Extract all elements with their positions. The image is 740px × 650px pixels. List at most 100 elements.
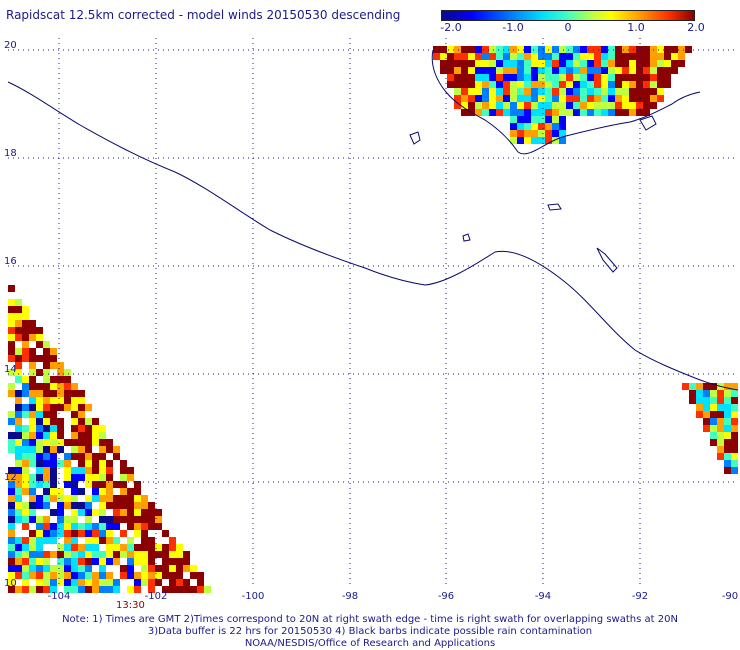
swath-cell bbox=[475, 53, 482, 60]
swath-cell bbox=[43, 348, 50, 355]
swath-cell bbox=[657, 95, 664, 102]
swath-cell bbox=[29, 432, 36, 439]
swath-cell bbox=[538, 53, 545, 60]
swath-cell bbox=[615, 74, 622, 81]
swath-cell bbox=[78, 474, 85, 481]
swath-cell bbox=[43, 446, 50, 453]
swath-cell bbox=[710, 397, 717, 404]
swath-cell bbox=[134, 516, 141, 523]
swath-cell bbox=[8, 488, 15, 495]
swath-cell bbox=[43, 425, 50, 432]
swath-cell bbox=[71, 432, 78, 439]
lat-label: 18 bbox=[4, 148, 17, 159]
swath-cell bbox=[622, 95, 629, 102]
swath-cell bbox=[594, 102, 601, 109]
swath-cell bbox=[601, 95, 608, 102]
swath-cell bbox=[22, 544, 29, 551]
swath-cell bbox=[531, 67, 538, 74]
swath-cell bbox=[99, 460, 106, 467]
swath-cell bbox=[36, 404, 43, 411]
swath-cell bbox=[689, 390, 696, 397]
colorbar bbox=[441, 10, 695, 21]
swath-cell bbox=[148, 516, 155, 523]
swath-cell bbox=[636, 109, 643, 116]
swath-cell bbox=[496, 102, 503, 109]
swath-cell bbox=[29, 383, 36, 390]
swath-cell bbox=[503, 46, 510, 53]
swath-cell bbox=[43, 411, 50, 418]
swath-cell bbox=[57, 362, 64, 369]
swath-cell bbox=[64, 376, 71, 383]
swath-cell bbox=[559, 53, 566, 60]
swath-cell bbox=[113, 551, 120, 558]
swath-cell bbox=[29, 327, 36, 334]
swath-cell bbox=[643, 102, 650, 109]
swath-cell bbox=[57, 579, 64, 586]
swath-cell bbox=[92, 551, 99, 558]
swath-cell bbox=[15, 509, 22, 516]
swath-cell bbox=[78, 432, 85, 439]
swath-cell bbox=[8, 327, 15, 334]
swath-cell bbox=[113, 523, 120, 530]
swath-cell bbox=[580, 74, 587, 81]
swath-cell bbox=[127, 516, 134, 523]
swath-cell bbox=[615, 102, 622, 109]
swath-cell bbox=[524, 46, 531, 53]
swath-cell bbox=[113, 509, 120, 516]
swath-cell bbox=[629, 81, 636, 88]
swath-cell bbox=[169, 572, 176, 579]
swath-cell bbox=[78, 509, 85, 516]
swath-cell bbox=[64, 467, 71, 474]
swath-cell bbox=[510, 116, 517, 123]
swath-cell bbox=[85, 495, 92, 502]
swath-cell bbox=[608, 53, 615, 60]
swath-cell bbox=[482, 53, 489, 60]
swath-cell bbox=[657, 67, 664, 74]
swath-cell bbox=[489, 60, 496, 67]
swath-cell bbox=[22, 425, 29, 432]
swath-cell bbox=[594, 95, 601, 102]
swath-cell bbox=[92, 481, 99, 488]
swath-cell bbox=[36, 523, 43, 530]
swath-cell bbox=[162, 530, 169, 537]
swath-cell bbox=[64, 474, 71, 481]
swath-cell bbox=[601, 74, 608, 81]
swath-cell bbox=[113, 586, 120, 593]
swath-cell bbox=[580, 88, 587, 95]
swath-cell bbox=[134, 481, 141, 488]
swath-cell bbox=[15, 474, 22, 481]
swath-cell bbox=[71, 544, 78, 551]
swath-cell bbox=[643, 67, 650, 74]
swath-cell bbox=[71, 572, 78, 579]
swath-cell bbox=[538, 60, 545, 67]
swath-cell bbox=[724, 425, 731, 432]
swath-cell bbox=[643, 81, 650, 88]
lat-label: 10 bbox=[4, 578, 17, 589]
swath-cell bbox=[717, 453, 724, 460]
swath-cell bbox=[43, 558, 50, 565]
swath-cell bbox=[447, 74, 454, 81]
swath-cell bbox=[608, 102, 615, 109]
swath-cell bbox=[85, 509, 92, 516]
swath-cell bbox=[573, 102, 580, 109]
lon-label: -96 bbox=[437, 591, 455, 602]
swath-cell bbox=[447, 67, 454, 74]
swath-cell bbox=[587, 53, 594, 60]
swath-cell bbox=[36, 453, 43, 460]
swath-cell bbox=[724, 460, 731, 467]
swath-cell bbox=[510, 88, 517, 95]
swath-cell bbox=[85, 551, 92, 558]
swath-cell bbox=[510, 60, 517, 67]
swath-cell bbox=[155, 523, 162, 530]
swath-cell bbox=[29, 320, 36, 327]
swath-cell bbox=[106, 516, 113, 523]
swath-cell bbox=[29, 558, 36, 565]
swath-cell bbox=[64, 530, 71, 537]
swath-cell bbox=[92, 544, 99, 551]
swath-cell bbox=[50, 565, 57, 572]
swath-cell bbox=[496, 81, 503, 88]
swath-cell bbox=[489, 81, 496, 88]
swath-cell bbox=[594, 74, 601, 81]
swath-cell bbox=[15, 299, 22, 306]
swath-cell bbox=[608, 74, 615, 81]
